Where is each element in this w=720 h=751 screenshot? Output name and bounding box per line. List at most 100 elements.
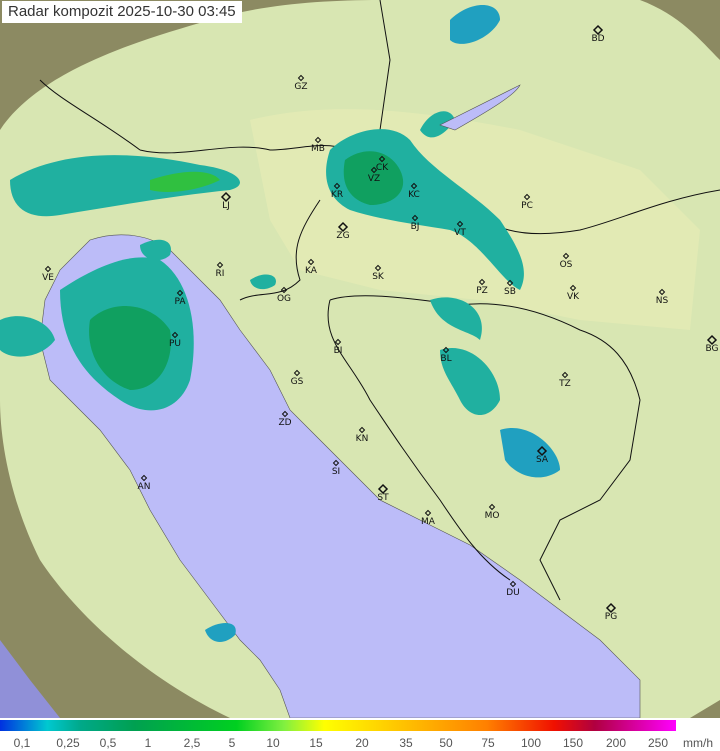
city-label-bg: BG xyxy=(705,344,719,354)
radar-map[interactable] xyxy=(0,0,720,718)
city-marker-icon xyxy=(140,474,148,482)
city-label-ck: CK xyxy=(375,163,389,173)
city-label-si: SI xyxy=(331,467,341,477)
city-label-bj: BJ xyxy=(410,222,420,232)
city-marker-icon xyxy=(44,265,52,273)
legend-tick: 0,5 xyxy=(99,736,117,750)
city-marker-icon xyxy=(297,74,305,82)
city-marker-icon xyxy=(293,369,301,377)
city-label-ve: VE xyxy=(42,273,54,283)
city-label-vz: VZ xyxy=(367,174,381,184)
city-marker-icon xyxy=(314,136,322,144)
city-marker-icon xyxy=(509,580,517,588)
city-label-vk: VK xyxy=(566,292,580,302)
city-marker-icon xyxy=(358,426,366,434)
legend-tick: 1 xyxy=(144,736,152,750)
legend-tick: 2,5 xyxy=(183,736,201,750)
city-marker-icon xyxy=(334,338,342,346)
city-label-sa: SA xyxy=(535,455,549,465)
city-marker-icon xyxy=(332,459,340,467)
city-label-pu: PU xyxy=(168,339,182,349)
city-label-pz: PZ xyxy=(476,286,488,296)
city-marker-icon xyxy=(281,410,289,418)
city-label-zd: ZD xyxy=(278,418,292,428)
city-marker-icon xyxy=(370,166,378,174)
city-marker-icon xyxy=(569,284,577,292)
city-label-kr: KR xyxy=(330,190,344,200)
city-marker-icon xyxy=(374,264,382,272)
city-label-st: ST xyxy=(377,493,389,503)
city-label-kc: KC xyxy=(408,190,420,200)
legend-tick: 35 xyxy=(399,736,413,750)
city-label-sk: SK xyxy=(372,272,384,282)
city-marker-icon xyxy=(506,279,514,287)
city-label-vt: VT xyxy=(454,228,466,238)
city-label-kn: KN xyxy=(355,434,369,444)
city-marker-icon xyxy=(424,509,432,517)
legend-tick: 200 xyxy=(605,736,627,750)
city-marker-icon xyxy=(523,193,531,201)
city-label-gs: GS xyxy=(290,377,304,387)
city-label-tz: TZ xyxy=(559,379,571,389)
city-label-pg: PG xyxy=(604,612,618,622)
legend-tick: 150 xyxy=(562,736,584,750)
lake-balaton xyxy=(439,84,521,131)
city-label-bl: BL xyxy=(440,354,452,364)
city-marker-icon xyxy=(307,258,315,266)
legend-tick: 250 xyxy=(647,736,669,750)
city-label-og: OG xyxy=(276,294,292,304)
city-label-gz: GZ xyxy=(294,82,308,92)
city-label-ma: MA xyxy=(421,517,435,527)
city-marker-icon xyxy=(478,278,486,286)
legend-labels: mm/h 0,1 0,25 0,5 1 2,5 5 10 15 20 35 50 75 100 150 20… xyxy=(0,736,720,751)
legend-tick: 15 xyxy=(309,736,323,750)
city-marker-icon xyxy=(706,334,718,346)
city-marker-icon xyxy=(488,503,496,511)
city-marker-icon xyxy=(411,214,419,222)
legend-tick: 20 xyxy=(355,736,369,750)
legend-tick: 0,25 xyxy=(56,736,80,750)
city-marker-icon xyxy=(536,445,548,457)
city-marker-icon xyxy=(216,261,224,269)
city-label-ns: NS xyxy=(655,296,669,306)
city-label-ka: KA xyxy=(305,266,317,276)
city-marker-icon xyxy=(456,220,464,228)
city-label-sb: SB xyxy=(504,287,516,297)
city-marker-icon xyxy=(220,191,232,203)
city-marker-icon xyxy=(592,24,604,36)
city-marker-icon xyxy=(378,155,386,163)
city-marker-icon xyxy=(333,182,341,190)
city-label-mo: MO xyxy=(484,511,500,521)
radar-echoes xyxy=(0,5,560,642)
city-marker-icon xyxy=(171,331,179,339)
city-marker-icon xyxy=(280,286,288,294)
legend-tick: 75 xyxy=(481,736,495,750)
city-marker-icon xyxy=(658,288,666,296)
legend-tick: 50 xyxy=(439,736,453,750)
legend-tick: 100 xyxy=(520,736,542,750)
city-label-bi: BI xyxy=(333,346,343,356)
city-label-zg: ZG xyxy=(336,231,350,241)
city-marker-icon xyxy=(377,483,389,495)
precipitation-color-scale xyxy=(0,720,676,731)
city-label-lj: LJ xyxy=(222,201,230,211)
map-title: Radar kompozit 2025-10-30 03:45 xyxy=(2,1,242,23)
city-marker-icon xyxy=(337,221,349,233)
city-marker-icon xyxy=(410,182,418,190)
legend-tick: 0,1 xyxy=(13,736,31,750)
city-label-pc: PC xyxy=(521,201,533,211)
city-label-du: DU xyxy=(506,588,520,598)
city-marker-icon xyxy=(561,371,569,379)
legend-tick: 10 xyxy=(266,736,280,750)
city-label-ri: RI xyxy=(215,269,225,279)
city-label-bd: BD xyxy=(591,34,605,44)
tyrrhenian-sea xyxy=(0,640,60,718)
city-marker-icon xyxy=(442,346,450,354)
city-label-os: OS xyxy=(559,260,573,270)
city-marker-icon xyxy=(176,289,184,297)
city-label-an: AN xyxy=(137,482,151,492)
city-label-pa: PA xyxy=(174,297,186,307)
legend-tick: 5 xyxy=(228,736,236,750)
legend-unit: mm/h xyxy=(683,736,713,750)
city-label-mb: MB xyxy=(311,144,325,154)
